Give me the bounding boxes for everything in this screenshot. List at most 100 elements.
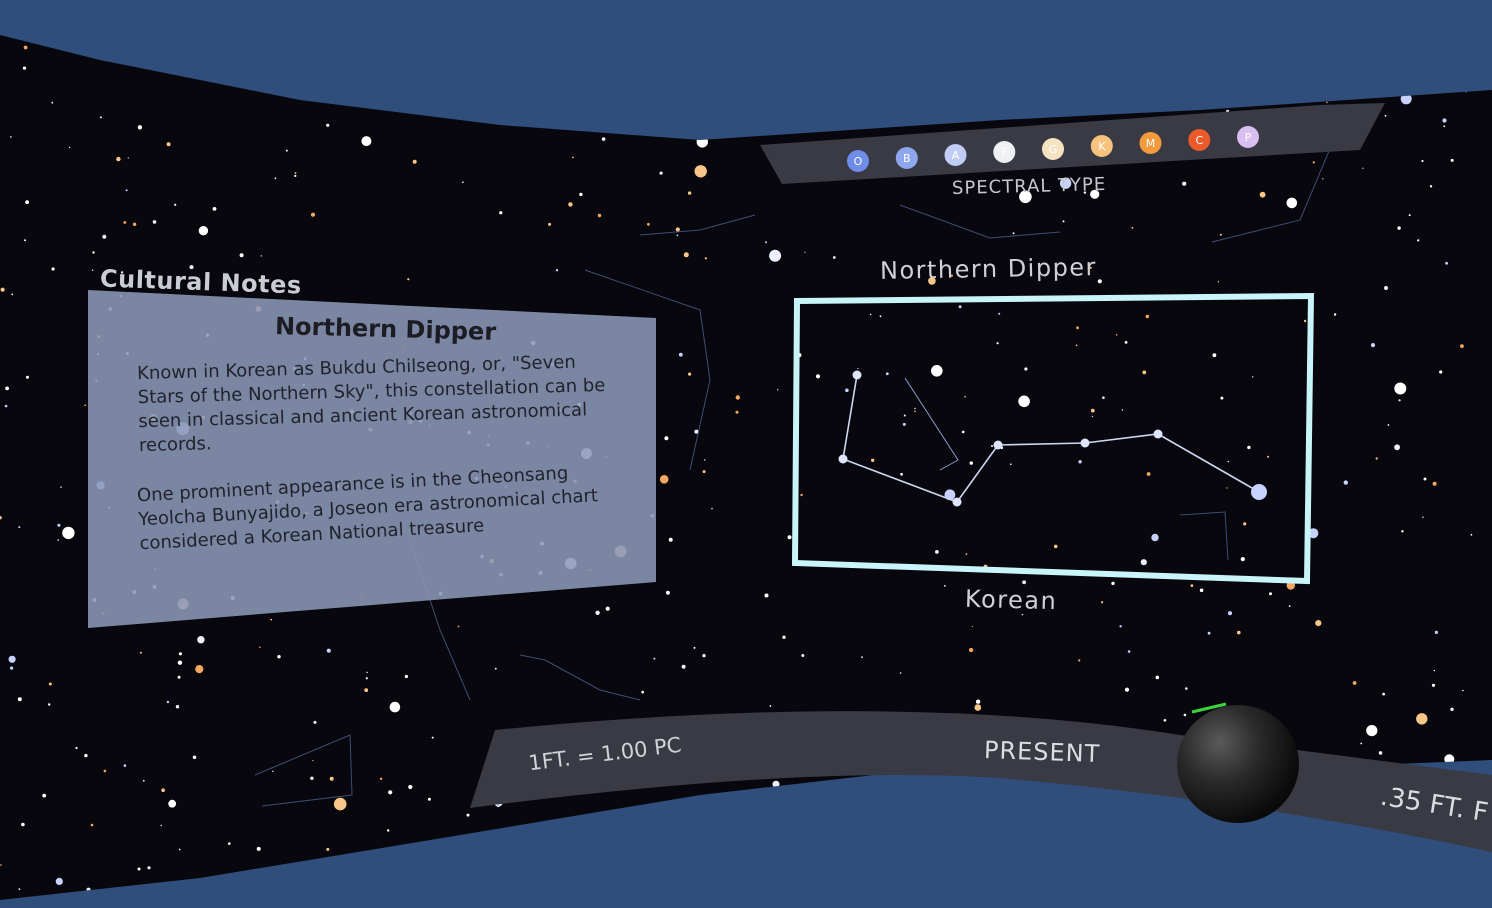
star	[127, 157, 129, 159]
star	[1408, 214, 1411, 217]
star	[417, 93, 420, 96]
star	[815, 374, 821, 379]
star	[856, 32, 857, 33]
star	[540, 17, 543, 20]
star	[123, 764, 127, 767]
star	[1001, 60, 1005, 64]
star	[724, 89, 726, 91]
star	[857, 368, 859, 370]
star	[371, 13, 375, 17]
star	[51, 267, 55, 271]
star	[92, 251, 95, 254]
star	[1322, 178, 1324, 180]
star	[1019, 190, 1032, 204]
star	[1460, 344, 1464, 348]
star	[1450, 707, 1454, 711]
star	[55, 877, 63, 886]
star	[1401, 530, 1404, 533]
star	[812, 80, 816, 84]
star	[116, 7, 118, 9]
star	[84, 753, 88, 758]
star	[313, 720, 317, 724]
time-button[interactable]: PRESENT	[983, 735, 1101, 769]
star	[152, 220, 157, 224]
star	[0, 287, 5, 292]
star	[1421, 159, 1424, 163]
star	[333, 797, 347, 811]
star	[967, 88, 976, 97]
star	[326, 648, 331, 653]
star	[1107, 96, 1112, 102]
dipper-star[interactable]	[1153, 429, 1163, 439]
star	[1247, 445, 1251, 450]
star	[1131, 226, 1134, 229]
star	[1462, 689, 1464, 692]
star	[1367, 35, 1373, 39]
star	[1470, 533, 1473, 536]
dipper-star[interactable]	[852, 370, 862, 380]
star	[1104, 0, 1106, 1]
star	[178, 652, 182, 656]
star	[102, 234, 107, 239]
star	[139, 651, 142, 654]
star	[18, 526, 21, 529]
star	[1326, 101, 1328, 104]
star	[487, 75, 490, 78]
star	[501, 16, 503, 18]
star	[1151, 28, 1154, 31]
star	[636, 51, 640, 56]
notes-heading: Northern Dipper	[274, 312, 497, 346]
star	[1075, 344, 1078, 347]
star	[294, 172, 297, 174]
star	[1115, 334, 1118, 336]
star	[688, 372, 692, 376]
dipper-star[interactable]	[1251, 484, 1267, 500]
star	[366, 671, 368, 674]
star	[86, 887, 91, 892]
star	[1236, 832, 1240, 836]
star	[1400, 93, 1412, 105]
star	[125, 189, 128, 192]
star	[1269, 592, 1272, 596]
star	[260, 255, 262, 257]
star	[1443, 125, 1446, 128]
star	[1127, 650, 1131, 653]
star	[431, 736, 434, 739]
star	[1087, 99, 1092, 104]
star	[175, 888, 180, 893]
star	[944, 585, 946, 587]
star	[1375, 457, 1378, 460]
star	[1084, 900, 1087, 903]
star	[735, 395, 740, 400]
star	[298, 95, 301, 98]
dipper-star[interactable]	[838, 454, 848, 464]
star	[1433, 669, 1436, 672]
star	[1146, 472, 1151, 476]
view-sphere-icon[interactable]	[1177, 705, 1299, 823]
dipper-star[interactable]	[993, 440, 1003, 450]
star	[1326, 65, 1331, 69]
star	[22, 66, 27, 70]
star	[523, 837, 529, 844]
star	[555, 269, 559, 272]
star	[1444, 754, 1455, 765]
dipper-star[interactable]	[952, 497, 962, 507]
star	[195, 665, 204, 674]
star	[451, 28, 453, 30]
star	[1227, 460, 1230, 463]
constellation-line	[1211, 124, 1341, 243]
star	[462, 181, 464, 183]
star	[212, 207, 217, 211]
star	[259, 646, 261, 649]
star	[572, 156, 574, 159]
star	[969, 461, 973, 465]
distance-label: .35 FT. F	[1378, 781, 1491, 829]
star	[772, 780, 780, 788]
star	[654, 35, 663, 44]
star	[48, 682, 52, 686]
star	[653, 657, 656, 660]
dipper-star[interactable]	[1080, 438, 1090, 448]
star	[85, 22, 88, 25]
star	[601, 137, 606, 141]
star	[174, 203, 177, 206]
